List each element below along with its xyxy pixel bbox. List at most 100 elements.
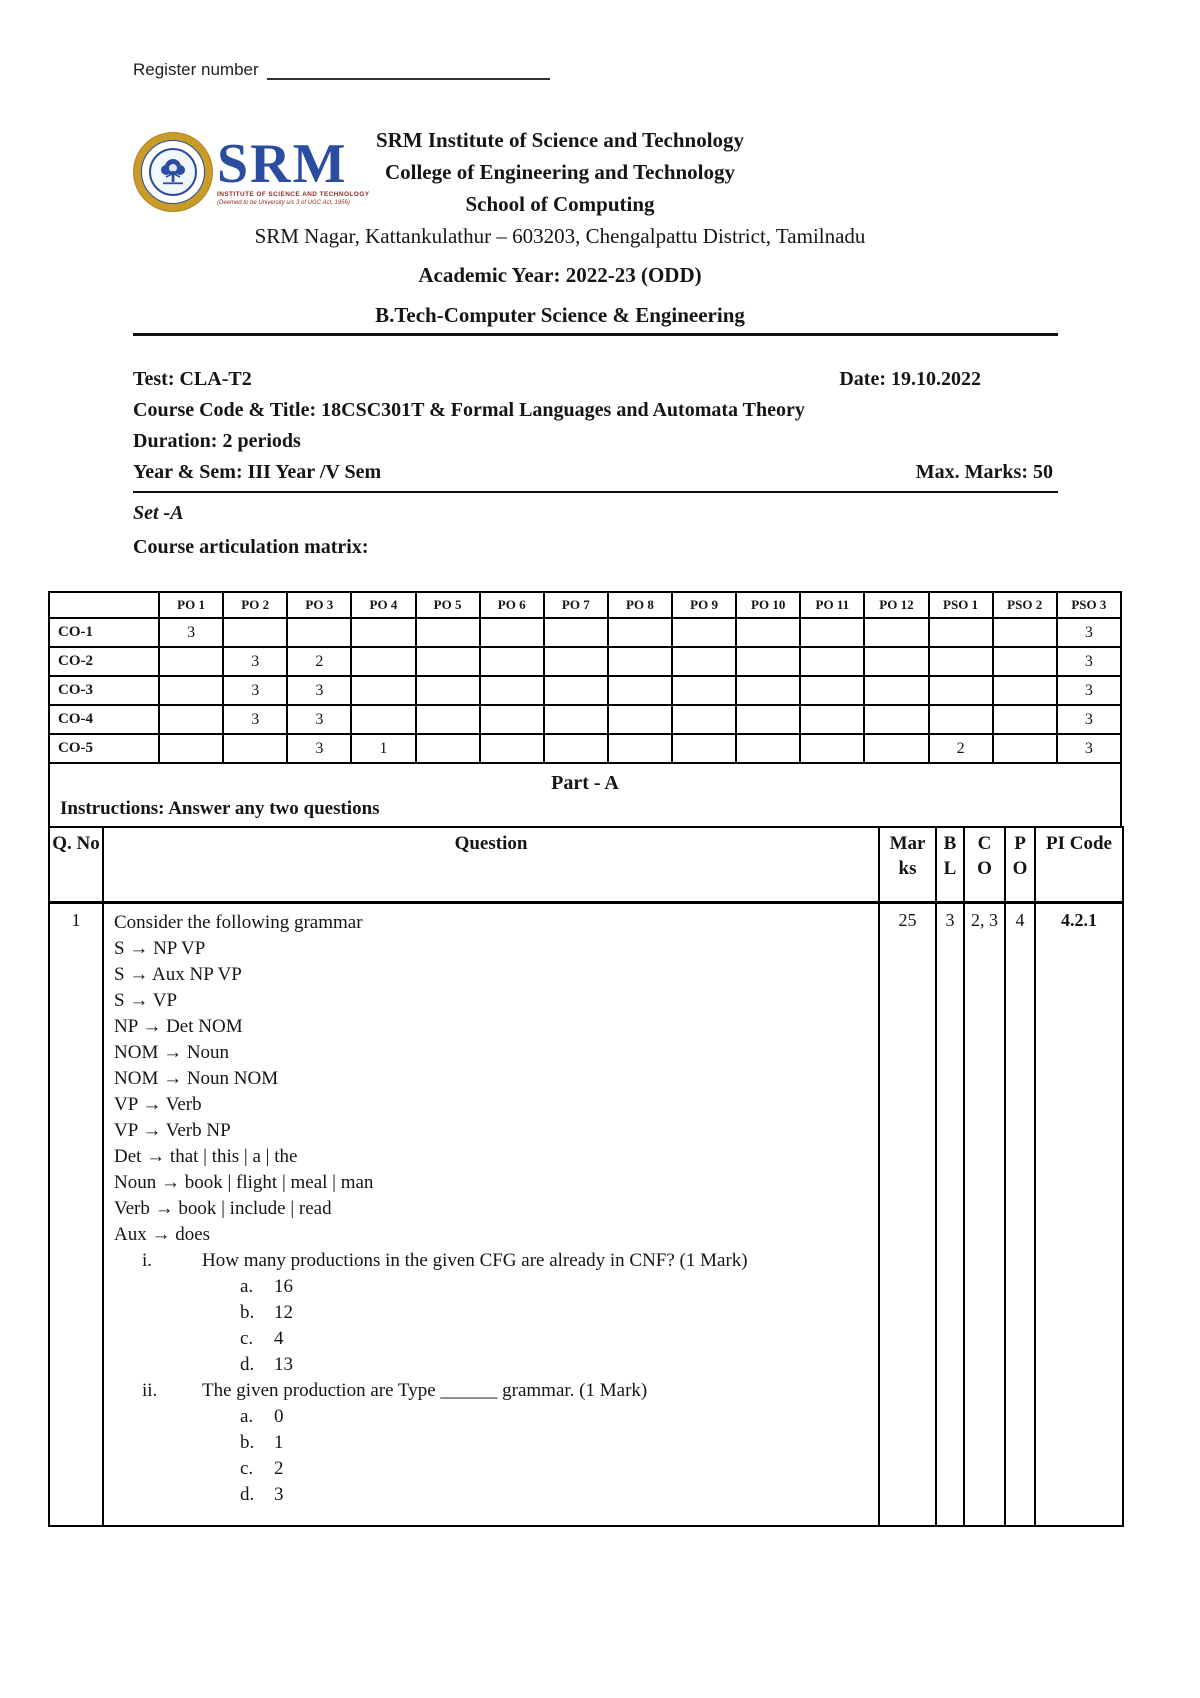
- matrix-cell: [799, 704, 866, 735]
- address-line: SRM Nagar, Kattankulathur – 603203, Chen…: [254, 224, 866, 248]
- matrix-cell: 3: [222, 646, 289, 677]
- college-name: College of Engineering and Technology: [384, 160, 736, 184]
- matrix-col-header: PSO 3: [1055, 591, 1123, 619]
- co-value: 2, 3: [963, 901, 1006, 1527]
- matrix-cell: [414, 675, 481, 706]
- matrix-row-label: CO-3: [48, 675, 160, 706]
- matrix-cell: 3: [157, 617, 225, 648]
- po-header: PO: [1004, 826, 1036, 904]
- matrix-cell: [735, 675, 802, 706]
- document-header: SRM INSTITUTE OF SCIENCE AND TECHNOLOGY …: [0, 124, 1120, 331]
- matrix-cell: [542, 646, 609, 677]
- matrix-col-header: PO 3: [286, 591, 353, 619]
- question-header: Question: [102, 826, 880, 904]
- option-value: 12: [274, 1301, 293, 1323]
- sub-question: i. How many productions in the given CFG…: [114, 1248, 870, 1274]
- matrix-corner-cell: [48, 591, 160, 619]
- emblem-band: [141, 140, 205, 204]
- grammar-line: Aux → does: [114, 1223, 211, 1245]
- school-name: School of Computing: [465, 192, 655, 216]
- sub-question-numeral: ii.: [142, 1379, 158, 1401]
- option: b. 1: [114, 1430, 870, 1456]
- sub-question-numeral: i.: [142, 1249, 153, 1271]
- emblem-core: [149, 148, 197, 196]
- test-label: Test: CLA-T2: [133, 368, 252, 390]
- matrix-row: CO-4 3 3 3: [48, 704, 1123, 735]
- option-letter: c.: [240, 1457, 254, 1479]
- sub-question: ii. The given production are Type ______…: [114, 1378, 870, 1404]
- matrix-cell: [735, 646, 802, 677]
- question-number: 1: [48, 901, 104, 1527]
- sub-question-text: How many productions in the given CFG ar…: [202, 1249, 748, 1271]
- option-value: 3: [274, 1483, 284, 1505]
- grammar-line: VP → Verb: [114, 1093, 202, 1115]
- matrix-cell: [414, 617, 481, 648]
- pi-code-value: 4.2.1: [1034, 901, 1124, 1527]
- matrix-cell: [542, 617, 609, 648]
- option-letter: b.: [240, 1431, 255, 1453]
- marks-header: Marks: [878, 826, 937, 904]
- matrix-cell: [606, 704, 674, 735]
- matrix-cell: 3: [1055, 617, 1123, 648]
- matrix-cell: [350, 646, 417, 677]
- question-table-header-row: Q. No Question Marks BL CO PO PI Code: [48, 826, 1124, 904]
- matrix-col-header: PO 7: [542, 591, 609, 619]
- matrix-cell: 3: [286, 733, 353, 764]
- matrix-cell: [670, 733, 738, 764]
- question-body: Consider the following grammar S → NP VP…: [102, 901, 880, 1527]
- matrix-cell: [542, 733, 609, 764]
- matrix-cell: [991, 617, 1058, 648]
- option-letter: a.: [240, 1275, 254, 1297]
- course-articulation-matrix: PO 1 PO 2 PO 3 PO 4 PO 5 PO 6 PO 7 PO 8 …: [48, 591, 1123, 764]
- option: d. 3: [114, 1482, 870, 1508]
- duration-label: Duration: 2 periods: [133, 430, 301, 452]
- matrix-col-header: PO 6: [478, 591, 545, 619]
- sub-question-text: The given production are Type ______ gra…: [202, 1379, 648, 1401]
- matrix-cell: [286, 617, 353, 648]
- matrix-cell: [478, 646, 545, 677]
- option: c. 4: [114, 1326, 870, 1352]
- part-a-instructions: Instructions: Answer any two questions: [60, 798, 380, 819]
- matrix-cell: [670, 646, 738, 677]
- grammar-line: NOM → Noun NOM: [114, 1067, 279, 1089]
- matrix-cell: [542, 675, 609, 706]
- matrix-cell: [991, 646, 1058, 677]
- matrix-cell: [222, 617, 289, 648]
- matrix-col-header: PO 9: [670, 591, 738, 619]
- matrix-cell: [927, 646, 994, 677]
- grammar-line: NOM → Noun: [114, 1041, 230, 1063]
- matrix-row: CO-2 3 2 3: [48, 646, 1123, 677]
- grammar-line: NP → Det NOM: [114, 1015, 243, 1037]
- matrix-header-row: PO 1 PO 2 PO 3 PO 4 PO 5 PO 6 PO 7 PO 8 …: [48, 591, 1123, 619]
- grammar-line: Verb → book | include | read: [114, 1197, 332, 1219]
- matrix-row-label: CO-2: [48, 646, 160, 677]
- matrix-col-header: PO 10: [735, 591, 802, 619]
- register-number-blank[interactable]: [266, 78, 550, 80]
- matrix-cell: [799, 733, 866, 764]
- grammar-line: S → Aux NP VP: [114, 963, 242, 985]
- matrix-cell: [735, 704, 802, 735]
- srm-emblem-icon: [133, 132, 213, 212]
- matrix-cell: [350, 704, 417, 735]
- matrix-col-header: PO 2: [222, 591, 289, 619]
- matrix-cell: [606, 617, 674, 648]
- grammar-line: Det → that | this | a | the: [114, 1145, 298, 1167]
- matrix-cell: [606, 646, 674, 677]
- bl-value: 3: [935, 901, 965, 1527]
- option-letter: d.: [240, 1483, 255, 1505]
- matrix-cell: [991, 733, 1058, 764]
- matrix-cell: 1: [350, 733, 417, 764]
- matrix-cell: 3: [222, 675, 289, 706]
- grammar-line: S → NP VP: [114, 937, 206, 959]
- matrix-cell: [542, 704, 609, 735]
- matrix-cell: 2: [286, 646, 353, 677]
- matrix-cell: [414, 646, 481, 677]
- matrix-cell: [863, 704, 930, 735]
- matrix-cell: [157, 733, 225, 764]
- matrix-cell: [735, 617, 802, 648]
- grammar-line: Noun → book | flight | meal | man: [114, 1171, 374, 1193]
- program-name: B.Tech-Computer Science & Engineering: [375, 303, 745, 327]
- tree-icon: [161, 159, 185, 185]
- matrix-row-label: CO-5: [48, 733, 160, 764]
- institute-name: SRM Institute of Science and Technology: [375, 128, 745, 152]
